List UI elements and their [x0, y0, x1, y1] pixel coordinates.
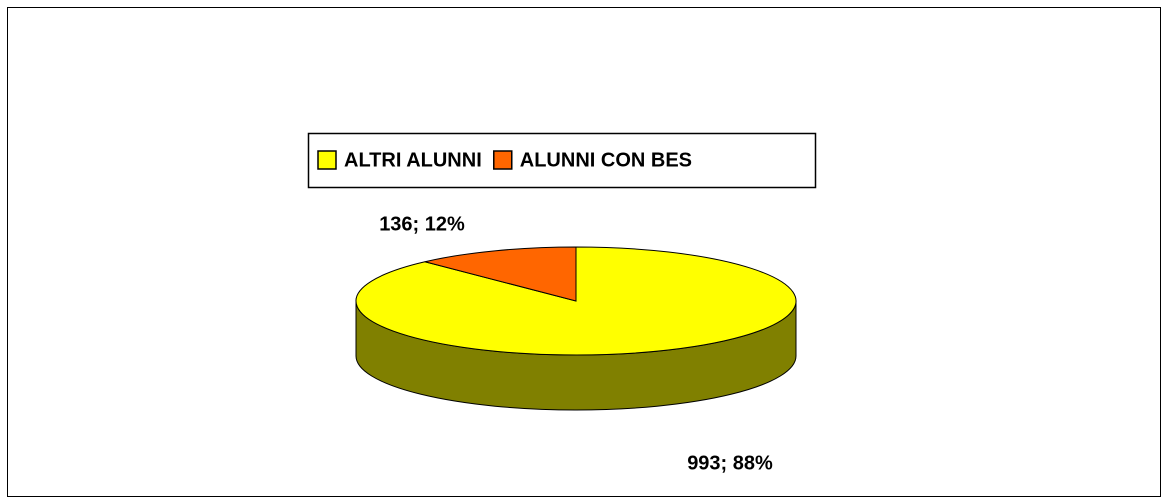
data-label: 993; 88%	[687, 452, 773, 474]
data-label: 136; 12%	[379, 213, 465, 235]
legend-swatch	[493, 150, 513, 170]
legend-swatch	[317, 150, 337, 170]
legend-label: ALUNNI CON BES	[520, 149, 692, 171]
legend-box	[307, 132, 817, 189]
pie-slice	[424, 246, 577, 302]
legend-label: ALTRI ALUNNI	[344, 149, 482, 171]
